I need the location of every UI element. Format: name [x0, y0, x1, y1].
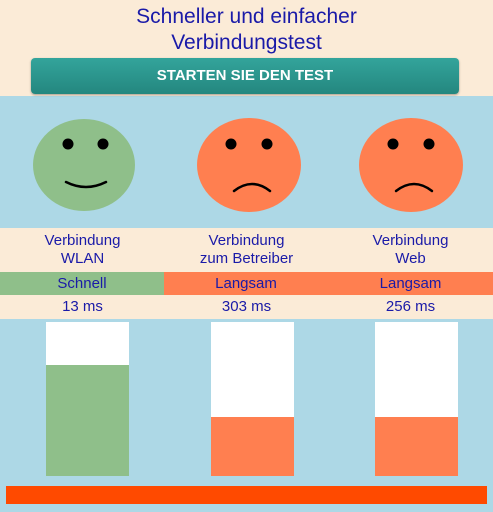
header: Schneller und einfacher Verbindungstest …: [0, 0, 493, 96]
title-line-1: Schneller und einfacher: [136, 5, 357, 28]
label-line: Web: [395, 250, 426, 267]
status-badge-web: Langsam: [328, 272, 493, 295]
page-title: Schneller und einfacher Verbindungstest: [0, 4, 493, 56]
status-badge-wlan: Schnell: [0, 272, 164, 295]
start-test-button[interactable]: STARTEN SIE DEN TEST: [31, 58, 459, 94]
label-wlan: Verbindung WLAN: [0, 232, 165, 268]
label-line: WLAN: [60, 250, 105, 267]
sad-face-icon: [341, 110, 481, 220]
connection-labels: Verbindung WLAN Verbindung zum Betreiber…: [0, 228, 493, 272]
latency-wlan: 13 ms: [62, 298, 103, 315]
latency-row: 13 ms 303 ms 256 ms: [0, 295, 493, 319]
status-badge-operator: Langsam: [164, 272, 328, 295]
label-line: zum Betreiber: [199, 250, 294, 267]
title-line-2: Verbindungstest: [171, 31, 322, 54]
label-line: Verbindung: [208, 232, 285, 249]
latency-bar-wlan: [46, 322, 129, 476]
latency-bar-web: [375, 322, 458, 476]
bottom-status-strip: [6, 486, 487, 504]
latency-bar-operator: [211, 322, 294, 476]
label-web: Verbindung Web: [328, 232, 493, 268]
sad-face-icon: [179, 110, 319, 220]
label-operator: Verbindung zum Betreiber: [164, 232, 329, 268]
latency-bar-fill: [211, 417, 294, 476]
latency-operator: 303 ms: [221, 298, 272, 315]
label-line: Verbindung: [44, 232, 121, 249]
latency-bar-fill: [46, 365, 129, 476]
happy-face-icon: [14, 110, 154, 220]
latency-web: 256 ms: [385, 298, 436, 315]
label-line: Verbindung: [372, 232, 449, 249]
latency-bar-fill: [375, 417, 458, 476]
status-row: Schnell Langsam Langsam: [0, 272, 493, 295]
